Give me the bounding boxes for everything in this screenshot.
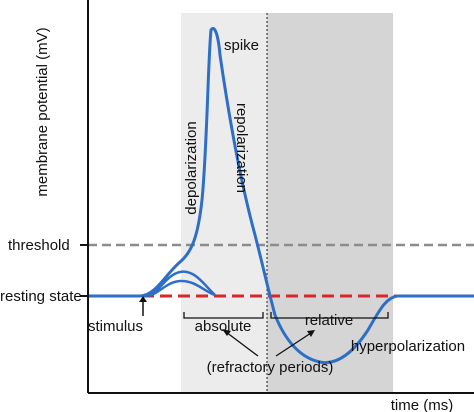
stimulus-label: stimulus — [88, 318, 143, 335]
refractory-arrow-absolute-head — [222, 329, 231, 336]
resting-state-label: resting state — [0, 288, 82, 305]
absolute-label: absolute — [195, 318, 252, 335]
relative-label: relative — [305, 312, 353, 329]
action-potential-trace — [88, 27, 474, 365]
relative-refractory-region — [267, 13, 393, 393]
refractory-arrow-absolute — [225, 331, 259, 357]
subthreshold-response-2 — [144, 270, 216, 298]
refractory-arrow-relative-head — [307, 330, 315, 337]
hyperpolarization-label: hyperpolarization — [351, 338, 465, 355]
refractory-arrow-relative — [275, 332, 312, 357]
threshold-label: threshold — [8, 237, 70, 254]
absolute-bracket — [183, 312, 264, 319]
x-axis-label: time (ms) — [391, 397, 454, 412]
stimulus-arrow-head — [139, 296, 147, 302]
spike-label: spike — [224, 37, 259, 54]
relative-bracket — [270, 312, 389, 319]
refractory-periods-label: (refractory periods) — [207, 359, 334, 376]
y-axis-label: membrane potential (mV) — [34, 27, 51, 196]
repolarization-label: repolarization — [233, 103, 250, 193]
depolarization-label: depolarization — [183, 121, 200, 214]
